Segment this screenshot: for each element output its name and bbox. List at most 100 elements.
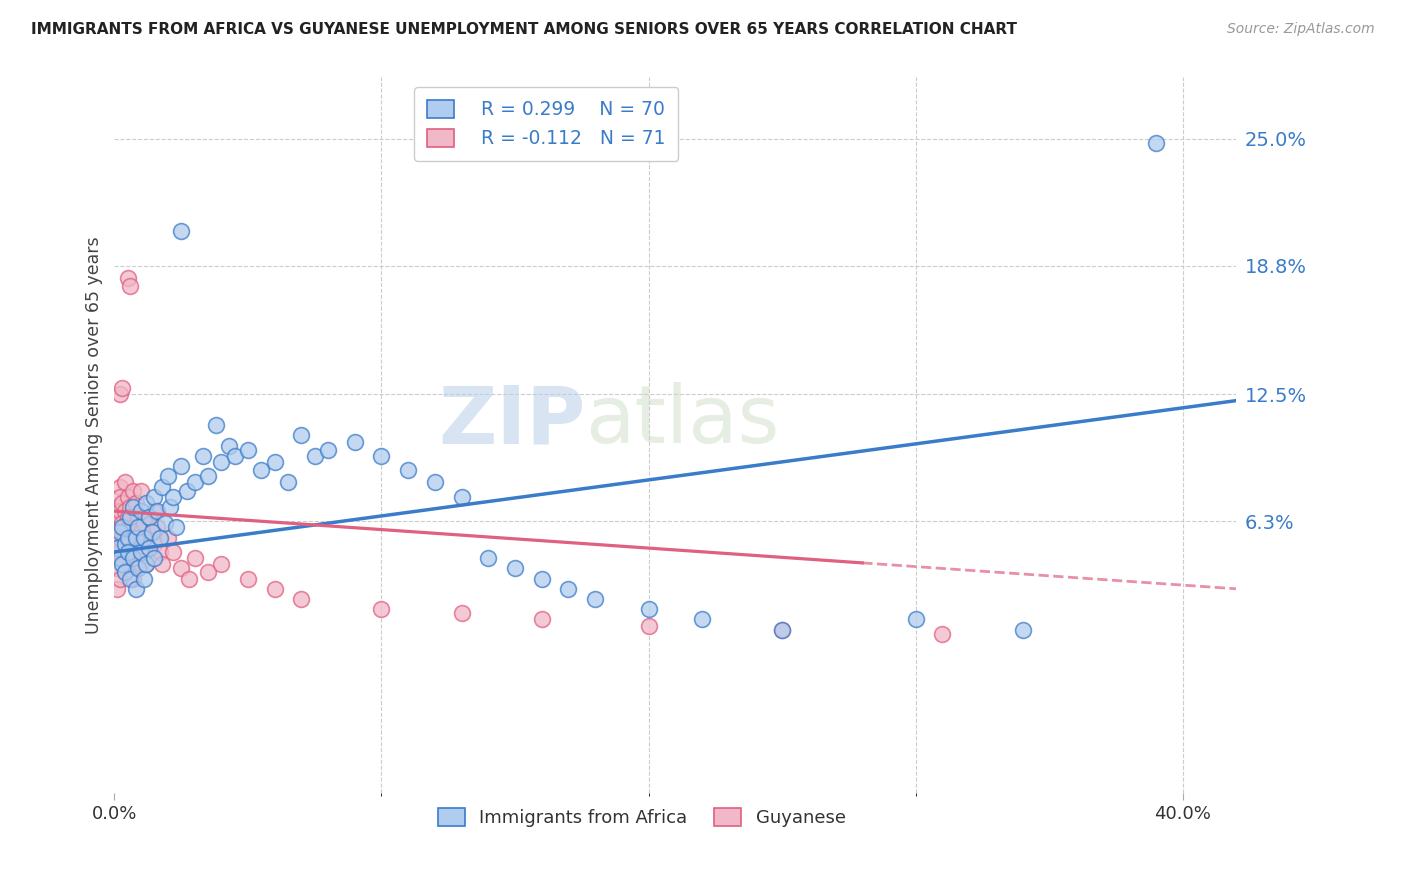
Point bbox=[1144, 136, 1167, 150]
Point bbox=[477, 551, 499, 566]
Point bbox=[183, 475, 205, 490]
Point bbox=[170, 561, 193, 575]
Point bbox=[111, 516, 134, 531]
Point bbox=[120, 279, 142, 293]
Point bbox=[105, 500, 128, 514]
Point bbox=[162, 490, 184, 504]
Point bbox=[122, 551, 145, 566]
Point bbox=[105, 582, 128, 596]
Point bbox=[250, 463, 273, 477]
Point bbox=[127, 510, 149, 524]
Text: IMMIGRANTS FROM AFRICA VS GUYANESE UNEMPLOYMENT AMONG SENIORS OVER 65 YEARS CORR: IMMIGRANTS FROM AFRICA VS GUYANESE UNEMP… bbox=[31, 22, 1017, 37]
Point bbox=[290, 428, 312, 442]
Point bbox=[132, 545, 155, 559]
Point bbox=[108, 531, 131, 545]
Text: atlas: atlas bbox=[585, 382, 780, 460]
Point bbox=[290, 592, 312, 607]
Point bbox=[770, 623, 793, 637]
Point bbox=[135, 558, 157, 572]
Point bbox=[108, 572, 131, 586]
Point bbox=[141, 524, 163, 539]
Point bbox=[1011, 623, 1033, 637]
Point bbox=[218, 439, 240, 453]
Point bbox=[277, 475, 299, 490]
Point bbox=[156, 469, 179, 483]
Point bbox=[111, 381, 134, 395]
Point bbox=[129, 524, 152, 539]
Point bbox=[143, 537, 166, 551]
Point bbox=[637, 602, 659, 616]
Point bbox=[370, 602, 392, 616]
Point bbox=[530, 572, 553, 586]
Point bbox=[183, 551, 205, 566]
Point bbox=[138, 510, 160, 524]
Point bbox=[129, 504, 152, 518]
Point bbox=[129, 545, 152, 559]
Point bbox=[125, 537, 148, 551]
Point bbox=[117, 545, 139, 559]
Point bbox=[122, 500, 145, 514]
Point bbox=[205, 418, 228, 433]
Point bbox=[108, 551, 131, 566]
Point bbox=[583, 592, 606, 607]
Point bbox=[197, 469, 219, 483]
Point bbox=[129, 558, 152, 572]
Point bbox=[114, 537, 136, 551]
Point bbox=[108, 504, 131, 518]
Point bbox=[176, 483, 198, 498]
Point bbox=[117, 531, 139, 545]
Point bbox=[108, 387, 131, 401]
Point bbox=[209, 455, 232, 469]
Point bbox=[120, 558, 142, 572]
Point bbox=[236, 442, 259, 457]
Point bbox=[125, 582, 148, 596]
Point bbox=[120, 572, 142, 586]
Point bbox=[209, 558, 232, 572]
Point bbox=[170, 459, 193, 474]
Point bbox=[637, 618, 659, 632]
Point bbox=[159, 500, 181, 514]
Point bbox=[152, 558, 174, 572]
Point bbox=[224, 449, 246, 463]
Point bbox=[108, 551, 131, 566]
Point bbox=[156, 531, 179, 545]
Point bbox=[111, 524, 134, 539]
Point bbox=[105, 541, 128, 555]
Point bbox=[423, 475, 446, 490]
Point bbox=[138, 541, 160, 555]
Point bbox=[197, 566, 219, 580]
Point bbox=[343, 434, 366, 449]
Point bbox=[108, 545, 131, 559]
Point bbox=[450, 490, 472, 504]
Point bbox=[931, 627, 953, 641]
Point bbox=[450, 607, 472, 621]
Point bbox=[111, 496, 134, 510]
Point bbox=[149, 531, 172, 545]
Point bbox=[770, 623, 793, 637]
Point bbox=[117, 524, 139, 539]
Point bbox=[263, 582, 285, 596]
Point bbox=[117, 271, 139, 285]
Point bbox=[114, 504, 136, 518]
Point bbox=[125, 561, 148, 575]
Point bbox=[370, 449, 392, 463]
Point bbox=[557, 582, 579, 596]
Point bbox=[108, 524, 131, 539]
Point bbox=[143, 504, 166, 518]
Point bbox=[120, 510, 142, 524]
Point bbox=[143, 551, 166, 566]
Point bbox=[165, 520, 187, 534]
Point bbox=[127, 561, 149, 575]
Point bbox=[132, 531, 155, 545]
Point bbox=[146, 504, 169, 518]
Point bbox=[170, 224, 193, 238]
Point bbox=[316, 442, 339, 457]
Point bbox=[179, 572, 201, 586]
Point bbox=[105, 541, 128, 555]
Point bbox=[138, 541, 160, 555]
Point bbox=[263, 455, 285, 469]
Point bbox=[236, 572, 259, 586]
Point bbox=[503, 561, 526, 575]
Point bbox=[138, 510, 160, 524]
Point bbox=[114, 566, 136, 580]
